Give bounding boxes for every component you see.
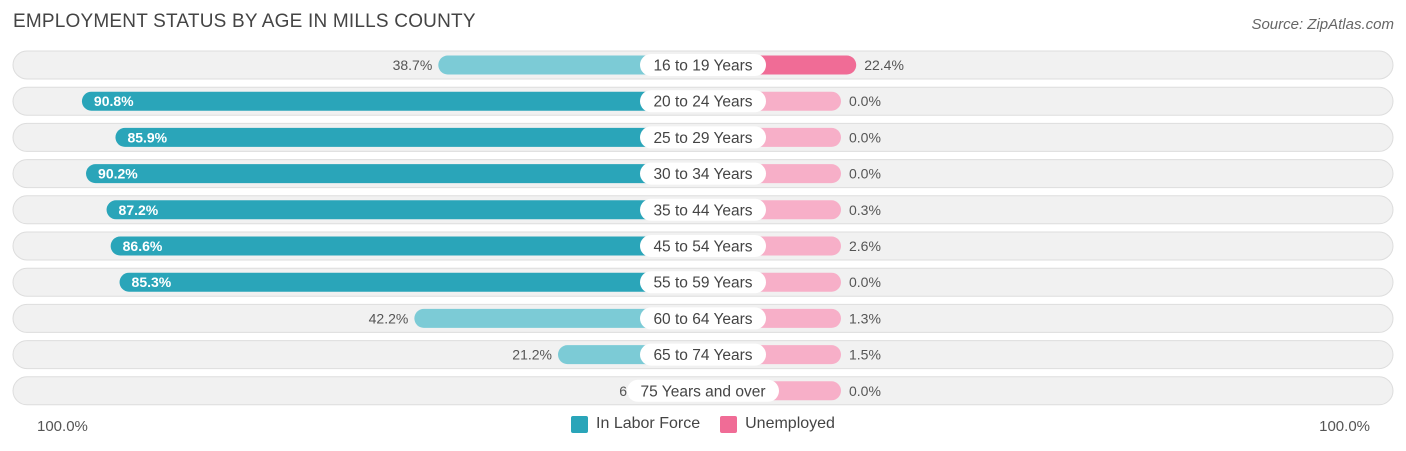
legend-swatch-labor <box>571 415 589 433</box>
category-label: 35 to 44 Years <box>653 202 752 219</box>
labor-force-bar[interactable] <box>110 236 703 256</box>
labor-force-value: 87.2% <box>119 202 159 218</box>
labor-force-bar[interactable] <box>115 127 704 147</box>
axis-left-label: 100.0% <box>37 418 88 435</box>
legend-label-unemployed: Unemployed <box>745 415 835 432</box>
category-label-box <box>627 379 779 402</box>
category-label-box <box>640 54 766 76</box>
legend-item-unemployed[interactable]: Unemployed <box>720 415 835 433</box>
category-label: 20 to 24 Years <box>653 94 752 111</box>
chart-title: EMPLOYMENT STATUS BY AGE IN MILLS COUNTY <box>13 11 476 32</box>
labor-force-bar[interactable] <box>106 200 703 220</box>
unemployed-value: 0.0% <box>849 383 881 399</box>
category-label-box <box>640 90 766 113</box>
unemployed-value: 0.0% <box>849 129 881 145</box>
labor-force-value: 85.9% <box>127 129 167 145</box>
labor-force-bar[interactable] <box>438 55 703 75</box>
unemployed-value: 2.6% <box>849 238 881 254</box>
category-label: 30 to 34 Years <box>653 166 752 183</box>
category-label: 75 Years and over <box>641 383 766 400</box>
unemployed-value: 22.4% <box>864 57 904 73</box>
labor-force-value: 21.2% <box>512 347 552 363</box>
category-label: 65 to 74 Years <box>653 347 752 364</box>
labor-force-value: 90.8% <box>94 93 134 109</box>
labor-force-value: 38.7% <box>393 57 433 73</box>
labor-force-bar[interactable] <box>414 308 703 328</box>
category-label-box <box>640 162 766 185</box>
labor-force-value: 42.2% <box>369 310 409 326</box>
legend-label-labor: In Labor Force <box>596 415 701 432</box>
axis-right-label: 100.0% <box>1319 418 1370 435</box>
category-label: 60 to 64 Years <box>653 311 752 328</box>
category-label: 45 to 54 Years <box>653 239 752 256</box>
category-label-box <box>640 126 766 149</box>
unemployed-value: 1.3% <box>849 310 881 326</box>
unemployed-value: 0.3% <box>849 202 881 218</box>
legend-item-labor[interactable]: In Labor Force <box>571 415 700 433</box>
category-label-box <box>640 307 766 330</box>
labor-force-value: 85.3% <box>132 274 172 290</box>
category-label: 25 to 29 Years <box>653 130 752 147</box>
unemployed-value: 0.0% <box>849 93 881 109</box>
unemployed-value: 1.5% <box>849 347 881 363</box>
labor-force-value: 90.2% <box>98 166 138 182</box>
labor-force-bar[interactable] <box>81 91 704 111</box>
labor-force-bar[interactable] <box>119 272 704 292</box>
category-label: 55 to 59 Years <box>653 275 752 292</box>
category-label-box <box>640 235 766 257</box>
source-label: Source: ZipAtlas.com <box>1251 16 1394 33</box>
unemployed-value: 0.0% <box>849 274 881 290</box>
unemployed-value: 0.0% <box>849 166 881 182</box>
category-label-box <box>640 198 766 221</box>
labor-force-bar[interactable] <box>86 164 704 184</box>
category-label-box <box>640 271 766 294</box>
category-label-box <box>640 343 766 366</box>
labor-force-value: 86.6% <box>123 238 163 254</box>
category-label: 16 to 19 Years <box>653 58 752 75</box>
legend-swatch-unemployed <box>720 415 738 433</box>
legend: In Labor Force Unemployed <box>0 415 1406 433</box>
